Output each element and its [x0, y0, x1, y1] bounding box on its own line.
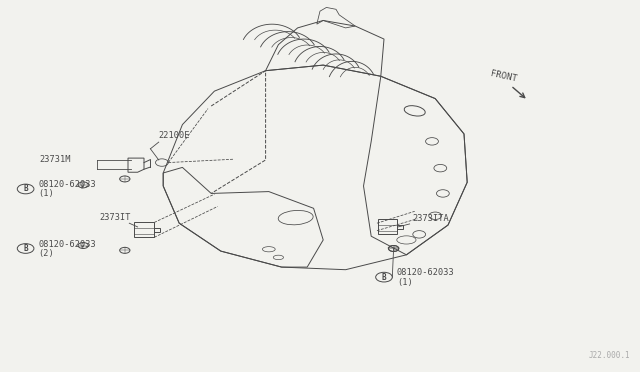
- Text: B: B: [23, 244, 28, 253]
- Text: 08120-62033: 08120-62033: [38, 180, 96, 189]
- Bar: [397, 225, 403, 229]
- Text: FRONT: FRONT: [490, 69, 518, 83]
- Bar: [378, 219, 397, 234]
- Text: J22.000.1: J22.000.1: [589, 351, 630, 360]
- Text: 08120-62033: 08120-62033: [38, 240, 96, 248]
- Text: 2373IT: 2373IT: [99, 213, 131, 222]
- Text: (2): (2): [38, 249, 54, 258]
- Text: B: B: [23, 185, 28, 193]
- Text: 2373ITA: 2373ITA: [413, 214, 449, 222]
- Bar: [154, 228, 160, 232]
- Text: (1): (1): [38, 189, 54, 198]
- Bar: [134, 222, 154, 237]
- Text: 08120-62033: 08120-62033: [397, 268, 454, 277]
- Text: B: B: [381, 273, 387, 282]
- Text: 22100E: 22100E: [159, 131, 190, 140]
- Text: 23731M: 23731M: [40, 155, 71, 164]
- Text: (1): (1): [397, 278, 413, 286]
